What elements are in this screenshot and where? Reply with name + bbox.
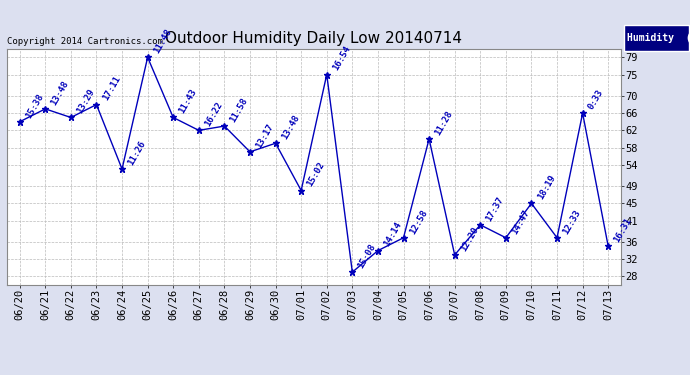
Text: 16:22: 16:22 bbox=[203, 100, 224, 128]
Text: 14:14: 14:14 bbox=[382, 221, 404, 249]
Text: 12:20: 12:20 bbox=[459, 225, 480, 253]
Text: 15:08: 15:08 bbox=[357, 242, 377, 270]
Text: 12:33: 12:33 bbox=[561, 208, 582, 236]
Text: 11:48: 11:48 bbox=[152, 27, 173, 55]
Text: 16:31: 16:31 bbox=[612, 216, 633, 244]
Text: Copyright 2014 Cartronics.com: Copyright 2014 Cartronics.com bbox=[7, 38, 163, 46]
Text: 0:33: 0:33 bbox=[586, 88, 605, 111]
Text: 14:47: 14:47 bbox=[510, 208, 531, 236]
Text: 17:11: 17:11 bbox=[101, 75, 122, 102]
Text: 11:28: 11:28 bbox=[433, 109, 455, 137]
Text: 18:19: 18:19 bbox=[535, 174, 557, 201]
Text: 16:54: 16:54 bbox=[331, 45, 352, 72]
Title: Outdoor Humidity Daily Low 20140714: Outdoor Humidity Daily Low 20140714 bbox=[166, 31, 462, 46]
Text: 12:58: 12:58 bbox=[408, 208, 429, 236]
Text: 13:48: 13:48 bbox=[279, 113, 301, 141]
Text: 15:38: 15:38 bbox=[24, 92, 45, 120]
Text: 13:29: 13:29 bbox=[75, 87, 97, 115]
Text: 13:48: 13:48 bbox=[50, 79, 70, 107]
Text: 11:43: 11:43 bbox=[177, 87, 199, 115]
Text: 15:02: 15:02 bbox=[305, 160, 326, 188]
Text: Humidity  (%): Humidity (%) bbox=[627, 33, 690, 43]
Text: 11:26: 11:26 bbox=[126, 139, 148, 167]
Text: 13:17: 13:17 bbox=[254, 122, 275, 150]
Text: 11:58: 11:58 bbox=[228, 96, 250, 124]
Text: 17:37: 17:37 bbox=[484, 195, 506, 223]
